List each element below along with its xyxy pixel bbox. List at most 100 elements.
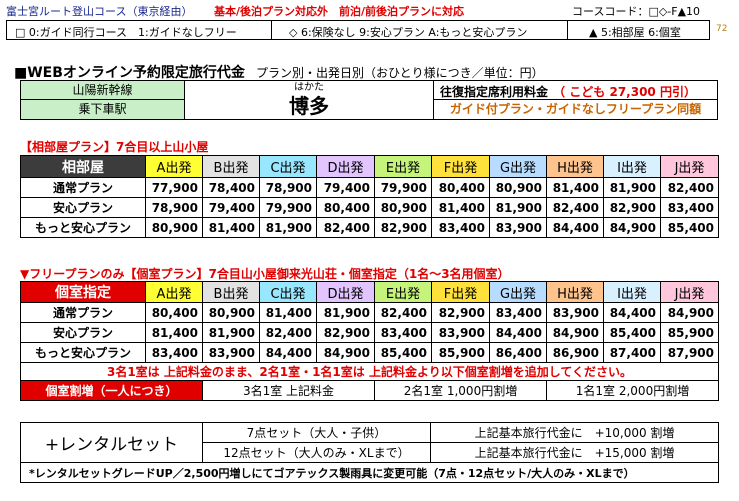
departure-b: B出発 xyxy=(202,281,260,303)
shared-room-title: 【相部屋プラン】7合目以上山小屋 xyxy=(20,140,209,154)
shared-room-header-label: 相部屋 xyxy=(20,155,146,178)
price-cell: 86,900 xyxy=(546,342,604,363)
departure-d: D出発 xyxy=(316,155,375,178)
price-cell: 81,400 xyxy=(259,302,317,323)
price-title-main: ■WEBオンライン予約限定旅行代金 xyxy=(14,65,245,81)
price-cell: 83,400 xyxy=(660,197,719,218)
course-name: 富士宮ルート登山コース（東京経由） xyxy=(6,5,193,18)
rental-set12-label: 12点セット（大人のみ・XLまで） xyxy=(202,442,431,463)
departure-d: D出発 xyxy=(316,281,375,303)
price-cell: 82,400 xyxy=(316,217,375,238)
departure-g: G出発 xyxy=(489,281,547,303)
price-cell: 77,900 xyxy=(145,177,203,198)
price-cell: 83,400 xyxy=(145,342,203,363)
plan-label: もっと安心プラン xyxy=(20,217,146,238)
course-header-row: 富士宮ルート登山コース（東京経由） 基本/後泊プラン対応外 前泊/前後泊プランに… xyxy=(4,2,717,20)
child-discount: （ こども 27,300 円引） xyxy=(553,85,696,99)
surcharge-2-per-room: 2名1室 1,000円割増 xyxy=(374,380,547,401)
departure-a: A出発 xyxy=(145,281,203,303)
rental-set7-price: 上記基本旅行代金に +10,000 割増 xyxy=(430,422,719,443)
price-cell: 80,900 xyxy=(202,302,260,323)
price-title: ■WEBオンライン予約限定旅行代金 プラン別・出発日別（おひとり様につき／単位：… xyxy=(14,62,614,81)
surcharge-3-per-room: 3名1室 上記料金 xyxy=(202,380,375,401)
price-cell: 83,400 xyxy=(431,217,490,238)
plan-label: もっと安心プラン xyxy=(20,342,146,363)
table-row: もっと安心プラン 80,900 81,400 81,900 82,400 82,… xyxy=(20,217,719,238)
price-cell: 81,400 xyxy=(431,197,490,218)
price-cell: 81,900 xyxy=(489,197,547,218)
departure-h: H出発 xyxy=(546,281,604,303)
price-cell: 81,900 xyxy=(603,177,661,198)
roundtrip-label: 往復指定席利用料金 xyxy=(440,85,549,99)
private-room-note-row: 3名1室は 上記料金のまま、2名1室・1名1室は 上記料金より以下個室割増を追加… xyxy=(20,362,719,381)
price-cell: 80,400 xyxy=(145,302,203,323)
price-cell: 82,900 xyxy=(316,322,375,343)
price-cell: 82,900 xyxy=(374,217,432,238)
price-cell: 83,900 xyxy=(202,342,260,363)
plan-label: 安心プラン xyxy=(20,322,146,343)
price-cell: 79,400 xyxy=(316,177,375,198)
price-cell: 83,400 xyxy=(374,322,432,343)
page-number: 72 xyxy=(716,24,728,34)
price-cell: 85,900 xyxy=(660,322,719,343)
departure-a: A出発 xyxy=(145,155,203,178)
price-cell: 84,400 xyxy=(546,217,604,238)
rental-table: +レンタルセット 7点セット（大人・子供） 上記基本旅行代金に +10,000 … xyxy=(20,422,719,483)
price-cell: 82,400 xyxy=(546,197,604,218)
guide-note: ガイド付プラン・ガイドなしフリープラン同額 xyxy=(433,100,717,119)
price-cell: 80,400 xyxy=(316,197,375,218)
price-cell: 87,400 xyxy=(603,342,661,363)
departure-j: J出発 xyxy=(660,155,719,178)
departure-j: J出発 xyxy=(660,281,719,303)
price-cell: 84,900 xyxy=(546,322,604,343)
rental-label: +レンタルセット xyxy=(20,422,203,463)
plan-label: 通常プラン xyxy=(20,177,146,198)
price-cell: 84,400 xyxy=(603,302,661,323)
roundtrip-cell: 往復指定席利用料金 （ こども 27,300 円引） xyxy=(433,81,717,100)
legend-divider-2 xyxy=(567,21,568,39)
departure-c: C出発 xyxy=(259,155,317,178)
private-room-table: 個室指定 A出発 B出発 C出発 D出発 E出発 F出発 G出発 H出発 I出発… xyxy=(20,281,719,401)
shared-room-table: 相部屋 A出発 B出発 C出発 D出発 E出発 F出発 G出発 H出発 I出発 … xyxy=(20,155,719,238)
surcharge-1-per-room: 1名1室 2,000円割増 xyxy=(546,380,719,401)
departure-b: B出発 xyxy=(202,155,260,178)
table-row: 安心プラン 81,400 81,900 82,400 82,900 83,400… xyxy=(20,322,719,343)
price-cell: 83,900 xyxy=(431,322,490,343)
rental-row-12: 12点セット（大人のみ・XLまで） 上記基本旅行代金に +15,000 割増 xyxy=(21,442,719,463)
price-cell: 80,900 xyxy=(489,177,547,198)
price-cell: 84,900 xyxy=(660,302,719,323)
legend-room: ▲ 5:相部屋 6:個室 xyxy=(589,26,681,39)
shared-room-header-row: 相部屋 A出発 B出発 C出発 D出発 E出発 F出発 G出発 H出発 I出発 … xyxy=(20,155,719,178)
price-cell: 81,400 xyxy=(546,177,604,198)
price-cell: 79,900 xyxy=(374,177,432,198)
private-room-title: ▼フリープランのみ【個室プラン】7合目山小屋御来光山荘・個室指定（1名～3名用個… xyxy=(20,267,510,281)
departure-e: E出発 xyxy=(374,281,432,303)
price-cell: 84,400 xyxy=(259,342,317,363)
price-cell: 79,400 xyxy=(202,197,260,218)
price-cell: 82,400 xyxy=(259,322,317,343)
price-cell: 80,900 xyxy=(374,197,432,218)
price-cell: 85,400 xyxy=(603,322,661,343)
private-room-header-row: 個室指定 A出発 B出発 C出発 D出発 E出発 F出発 G出発 H出発 I出発… xyxy=(20,281,719,303)
legend-box: □ 0:ガイド同行コース 1:ガイドなしフリー ◇ 6:保険なし 9:安心プラン… xyxy=(6,20,710,40)
price-cell: 84,400 xyxy=(489,322,547,343)
table-row: 通常プラン 77,900 78,400 78,900 79,400 79,900… xyxy=(20,177,719,198)
course-code: コースコード：□◇-F▲10 xyxy=(572,5,701,18)
station-name: 博多 xyxy=(289,94,329,118)
departure-f: F出発 xyxy=(431,281,490,303)
price-cell: 82,400 xyxy=(660,177,719,198)
table-row: 安心プラン 78,900 79,400 79,900 80,400 80,900… xyxy=(20,197,719,218)
surcharge-row: 個室割増（一人につき） 3名1室 上記料金 2名1室 1,000円割増 1名1室… xyxy=(20,380,719,401)
departure-i: I出発 xyxy=(603,155,661,178)
line-label: 山陽新幹線 xyxy=(21,81,185,100)
departure-i: I出発 xyxy=(603,281,661,303)
rental-footnote-row: *レンタルセットグレードUP／2,500円増しにてゴアテックス製雨具に変更可能（… xyxy=(20,462,719,483)
legend-divider xyxy=(271,21,272,39)
departure-e: E出発 xyxy=(374,155,432,178)
departure-h: H出発 xyxy=(546,155,604,178)
price-cell: 85,400 xyxy=(374,342,432,363)
departure-g: G出発 xyxy=(489,155,547,178)
price-cell: 82,900 xyxy=(431,302,490,323)
price-title-sub: プラン別・出発日別（おひとり様につき／単位：円） xyxy=(256,66,544,80)
rental-row-7: +レンタルセット 7点セット（大人・子供） 上記基本旅行代金に +10,000 … xyxy=(20,422,719,463)
